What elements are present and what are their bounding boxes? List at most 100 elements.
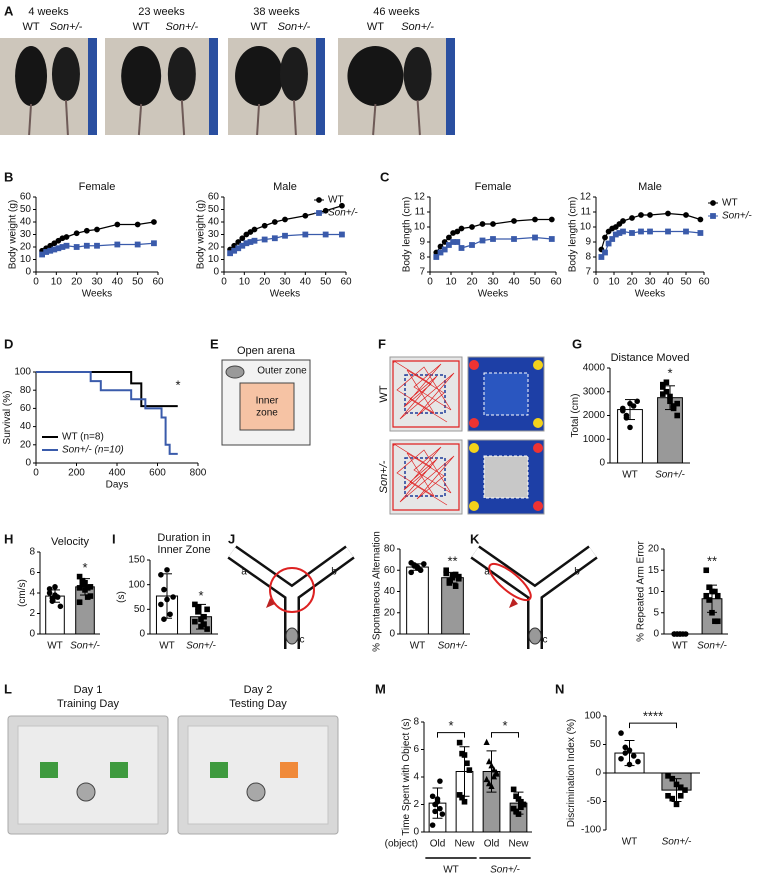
marker (710, 213, 716, 219)
x-tick-label: 400 (109, 468, 126, 479)
x-tick-label: 20 (71, 277, 83, 288)
y-tick-label: 0 (25, 267, 31, 278)
mouse-icon (76, 782, 96, 802)
panel-label: A (4, 3, 14, 18)
mouse-mutant (279, 47, 308, 101)
x-tick-label: WT (410, 641, 426, 652)
y-axis-label: Body weight (g) (195, 200, 206, 269)
legend-label: Son+/- (328, 208, 358, 219)
y-tick-label: 20 (648, 544, 660, 555)
marker (622, 744, 629, 751)
x-tick-label: 50 (320, 277, 332, 288)
y-tick-label: 50 (20, 204, 32, 215)
marker (164, 596, 170, 603)
mouse-wt (121, 46, 162, 106)
marker (618, 730, 624, 736)
marker (282, 216, 288, 223)
y-tick-label: 0 (595, 768, 601, 779)
object (110, 762, 128, 778)
marker (434, 796, 441, 802)
y-tick-label: 0 (213, 267, 219, 278)
significance-bracket (437, 732, 465, 738)
chart-title: Velocity (51, 536, 89, 548)
marker (432, 808, 438, 815)
marker (464, 760, 470, 767)
y-tick-label: 2000 (583, 410, 606, 421)
marker (446, 242, 452, 248)
track-box (389, 439, 463, 515)
marker (620, 407, 626, 414)
y-tick-label: 20 (20, 439, 32, 450)
y-tick-label: 100 (14, 367, 31, 378)
y-tick-label: 40 (20, 421, 32, 432)
marker (437, 778, 443, 784)
annotation: **** (643, 709, 663, 724)
marker (458, 245, 465, 251)
track-inner (404, 374, 446, 414)
x-tick-label: Son+/- (70, 641, 100, 652)
hotspot (533, 360, 543, 370)
y-tick-label: 20 (384, 607, 396, 618)
x-tick-label: 600 (149, 468, 166, 479)
y-tick-label: 10 (580, 222, 592, 233)
y-tick-label: 7 (419, 267, 425, 278)
marker (532, 234, 538, 241)
age-label: 23 weeks (138, 6, 185, 18)
marker (441, 246, 448, 253)
test-box-floor (187, 725, 329, 825)
marker (712, 588, 718, 595)
y-tick-label: 50 (590, 739, 602, 750)
annotation: * (502, 718, 507, 733)
marker (198, 623, 204, 630)
x-tick-label: 30 (279, 277, 291, 288)
marker (439, 811, 446, 817)
marker (204, 626, 210, 632)
panel-label: L (4, 681, 12, 696)
x-tick-label: 0 (33, 468, 39, 479)
marker (167, 611, 173, 618)
marker (490, 221, 496, 227)
track-inner (404, 457, 446, 497)
genotype-label: Son+/- (50, 21, 83, 33)
chart-title: Female (79, 181, 116, 193)
annotation: ** (707, 554, 717, 569)
annotation: * (448, 718, 453, 733)
legend-label: Son+/- (n=10) (62, 445, 124, 456)
marker (432, 801, 438, 808)
y-tick-label: 60 (20, 403, 32, 414)
age-label: 46 weeks (373, 6, 420, 18)
marker (665, 210, 671, 217)
marker (669, 795, 676, 802)
marker (84, 585, 91, 591)
marker (271, 219, 278, 225)
x-tick-label: 40 (112, 277, 124, 288)
y-tick-label: 8 (413, 717, 419, 728)
series-line (36, 371, 178, 455)
marker (618, 755, 624, 762)
ruler (316, 38, 325, 135)
x-tick-label: 0 (221, 277, 227, 288)
marker (261, 222, 268, 229)
marker (669, 775, 676, 782)
x-tick-label: 0 (33, 277, 39, 288)
legend-label: WT (n=8) (62, 432, 104, 443)
tail (28, 103, 33, 136)
ruler (209, 38, 218, 135)
marker (83, 242, 90, 249)
y-tick-label: 100 (128, 579, 145, 590)
marker (449, 574, 456, 581)
arena-title: Open arena (237, 345, 296, 357)
x-tick-label: 40 (508, 277, 520, 288)
marker (164, 567, 170, 573)
y-tick-label: 8 (29, 547, 35, 558)
x-tick-label: 50 (529, 277, 541, 288)
y-tick-label: 3000 (583, 386, 606, 397)
legend-label: WT (722, 198, 738, 209)
y-tick-label: 12 (580, 192, 592, 203)
path-loop (488, 562, 532, 602)
x-axis-label: Weeks (635, 289, 665, 300)
hotspot (533, 443, 543, 453)
marker (674, 412, 681, 419)
group-label: Son+/- (490, 865, 520, 876)
y-axis-label: % Repeated Arm Error (635, 541, 646, 642)
